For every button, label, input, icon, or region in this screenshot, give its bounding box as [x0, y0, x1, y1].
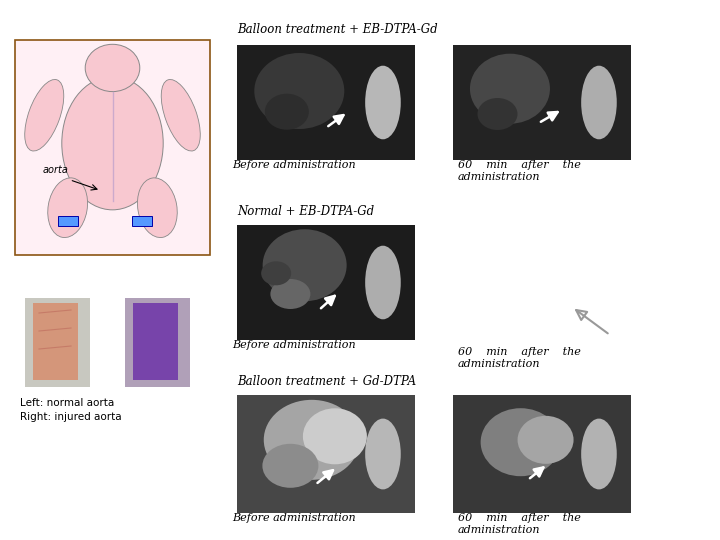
Ellipse shape: [161, 79, 200, 151]
Text: Right: injured aorta: Right: injured aorta: [20, 412, 122, 422]
Text: administration: administration: [458, 172, 541, 182]
Text: Balloon treatment + Gd-DTPA: Balloon treatment + Gd-DTPA: [237, 375, 416, 388]
Bar: [132, 217, 152, 226]
Bar: [133, 303, 178, 380]
Ellipse shape: [261, 261, 291, 285]
Bar: [453, 395, 631, 513]
Bar: [25, 298, 90, 387]
Text: aorta: aorta: [42, 165, 68, 176]
Text: Before administration: Before administration: [232, 160, 356, 170]
Ellipse shape: [365, 246, 401, 319]
Ellipse shape: [477, 98, 518, 130]
Bar: [453, 45, 631, 160]
Text: Normal + EB-DTPA-Gd: Normal + EB-DTPA-Gd: [237, 205, 374, 218]
Ellipse shape: [518, 416, 574, 464]
Ellipse shape: [264, 400, 360, 480]
Ellipse shape: [271, 279, 310, 309]
Bar: [237, 225, 415, 340]
FancyBboxPatch shape: [15, 40, 210, 255]
Text: 60    min    after    the: 60 min after the: [458, 347, 581, 357]
Bar: [125, 298, 190, 387]
Ellipse shape: [262, 444, 318, 488]
Ellipse shape: [581, 418, 617, 489]
Bar: [58, 217, 78, 226]
Text: Balloon treatment + EB-DTPA-Gd: Balloon treatment + EB-DTPA-Gd: [237, 23, 438, 36]
Ellipse shape: [62, 77, 163, 210]
Bar: [33, 303, 78, 380]
Ellipse shape: [470, 53, 550, 124]
Ellipse shape: [254, 53, 344, 129]
Bar: [237, 395, 415, 513]
Text: Left: normal aorta: Left: normal aorta: [20, 398, 114, 408]
Ellipse shape: [365, 418, 401, 489]
Ellipse shape: [581, 66, 617, 139]
Text: 60    min    after    the: 60 min after the: [458, 160, 581, 170]
Ellipse shape: [85, 44, 140, 92]
Text: 60    min    after    the: 60 min after the: [458, 513, 581, 523]
Text: Before administration: Before administration: [232, 340, 356, 350]
Ellipse shape: [481, 408, 561, 476]
Ellipse shape: [24, 79, 64, 151]
Text: administration: administration: [458, 525, 541, 535]
Ellipse shape: [138, 178, 177, 238]
Text: administration: administration: [458, 359, 541, 369]
Ellipse shape: [303, 408, 367, 464]
Text: Before administration: Before administration: [232, 513, 356, 523]
Ellipse shape: [265, 94, 309, 130]
Ellipse shape: [263, 230, 346, 301]
Ellipse shape: [48, 178, 88, 238]
Ellipse shape: [365, 66, 401, 139]
Bar: [237, 45, 415, 160]
